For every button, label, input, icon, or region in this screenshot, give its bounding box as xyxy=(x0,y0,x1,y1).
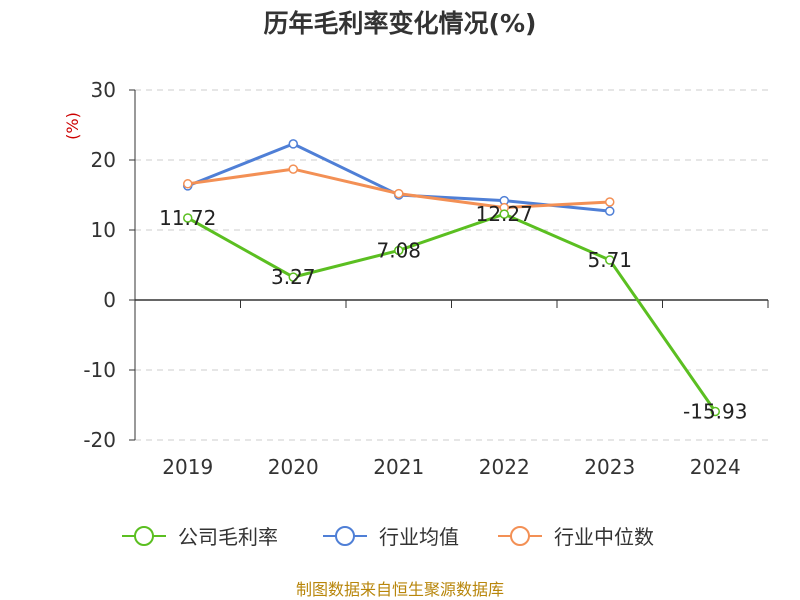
y-unit-label: (%) xyxy=(63,112,82,140)
y-tick-label: 30 xyxy=(91,78,116,102)
chart-title: 历年毛利率变化情况(%) xyxy=(264,9,537,38)
data-point[interactable] xyxy=(710,406,720,417)
axes: 30 20 10 0 -10 -20 2019 2020 2021 2022 2023 2024 xyxy=(83,78,769,479)
data-point[interactable] xyxy=(183,213,193,223)
y-tick-label: -20 xyxy=(83,428,116,452)
data-point[interactable] xyxy=(288,272,298,282)
series-2 xyxy=(183,164,615,213)
data-label: 5.71 xyxy=(587,248,632,272)
data-label: 11.72 xyxy=(159,206,216,230)
x-tick-label-2021: 2021 xyxy=(373,455,424,479)
data-point[interactable] xyxy=(605,206,615,216)
legend-item-2[interactable]: 行业中位数 xyxy=(498,525,654,549)
grid xyxy=(135,89,768,441)
x-tick-label-2024: 2024 xyxy=(690,455,741,479)
data-label: -15.93 xyxy=(683,400,747,424)
legend[interactable]: 公司毛利率 行业均值 行业中位数 xyxy=(122,525,654,549)
legend-item-1[interactable]: 行业均值 xyxy=(323,525,459,549)
legend-marker xyxy=(134,526,154,546)
x-tick-label-2023: 2023 xyxy=(584,455,635,479)
x-tick-label-2022: 2022 xyxy=(479,455,530,479)
data-label: 7.08 xyxy=(376,238,421,262)
data-label: 12.27 xyxy=(476,202,533,226)
series-line-0 xyxy=(187,212,717,413)
y-tick-label: -10 xyxy=(83,358,116,382)
data-point[interactable] xyxy=(288,164,298,174)
legend-label: 公司毛利率 xyxy=(178,525,278,549)
legend-label: 行业中位数 xyxy=(554,525,654,549)
series-0: 11.72 3.27 7.08 12.27 5.71 -15.93 xyxy=(159,202,747,423)
series-group: 11.72 3.27 7.08 12.27 5.71 -15.93 xyxy=(159,139,747,424)
legend-marker xyxy=(510,526,530,546)
y-tick-label: 20 xyxy=(91,148,116,172)
series-line-2 xyxy=(187,167,610,210)
data-label: 3.27 xyxy=(271,265,316,289)
legend-marker xyxy=(335,526,355,546)
y-tick-label: 0 xyxy=(103,288,116,312)
x-tick-label-2020: 2020 xyxy=(268,455,319,479)
legend-item-0[interactable]: 公司毛利率 xyxy=(122,525,278,549)
data-point[interactable] xyxy=(394,188,404,199)
x-tick-label-2019: 2019 xyxy=(162,455,213,479)
source-note: 制图数据来自恒生聚源数据库 xyxy=(296,580,504,599)
data-point[interactable] xyxy=(183,179,193,189)
data-point[interactable] xyxy=(605,255,615,265)
y-tick-label: 10 xyxy=(91,218,116,242)
data-point[interactable] xyxy=(288,139,298,149)
series-line-1 xyxy=(187,142,610,213)
legend-label: 行业均值 xyxy=(379,525,459,549)
data-point[interactable] xyxy=(605,197,615,207)
data-point[interactable] xyxy=(499,209,509,219)
data-point[interactable] xyxy=(394,245,404,256)
